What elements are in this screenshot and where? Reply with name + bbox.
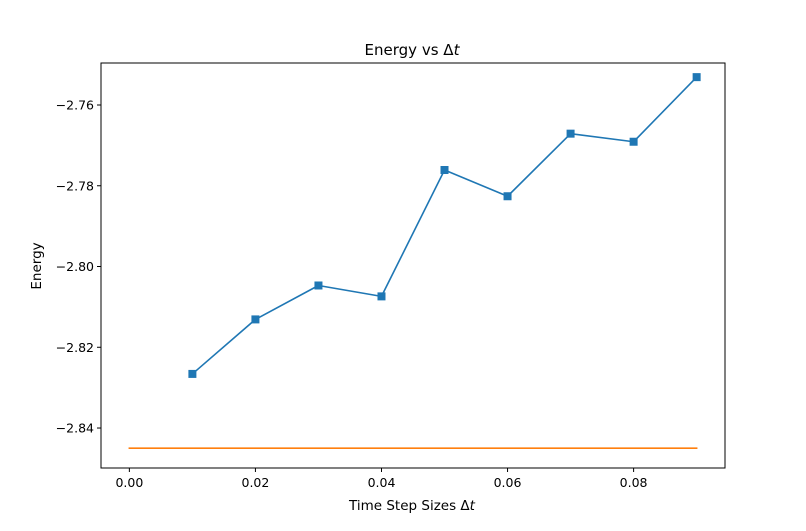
series-1-point — [251, 315, 260, 324]
x-axis-label-italic: t — [470, 498, 476, 514]
x-tick-label: 0.00 — [115, 475, 143, 490]
series-1-point — [692, 73, 701, 82]
axes-frame — [100, 62, 726, 469]
x-axis-label-text: Time Step Sizes Δ — [348, 498, 470, 514]
series-1-point — [314, 281, 323, 290]
x-tick-label: 0.04 — [368, 475, 396, 490]
axes-layer: 0.00 0.02 0.04 0.06 0.08 −2.76 −2.78 −2.80 −2.82… — [56, 62, 726, 490]
chart-title-italic: t — [454, 41, 461, 59]
series-1-point — [440, 166, 449, 175]
series-1-point — [566, 129, 575, 138]
y-tick-label: −2.80 — [56, 259, 94, 274]
series-1-point — [188, 369, 197, 378]
y-tick-label: −2.82 — [56, 340, 94, 355]
y-tick-label: −2.76 — [56, 97, 94, 112]
series-1-point — [629, 137, 638, 146]
series-1-point — [503, 192, 512, 201]
y-tick-label: −2.78 — [56, 178, 94, 193]
series-1-point — [377, 292, 386, 301]
x-tick-label: 0.06 — [494, 475, 522, 490]
chart-title: Energy vs Δt — [365, 41, 461, 59]
y-tick-label: −2.84 — [56, 421, 94, 436]
chart-title-text: Energy vs Δ — [365, 41, 455, 59]
y-axis-label: Energy — [29, 242, 45, 289]
x-axis-label: Time Step Sizes Δt — [348, 498, 476, 514]
x-tick-label: 0.02 — [242, 475, 270, 490]
x-tick-label: 0.08 — [620, 475, 648, 490]
plot-layer — [128, 73, 701, 450]
